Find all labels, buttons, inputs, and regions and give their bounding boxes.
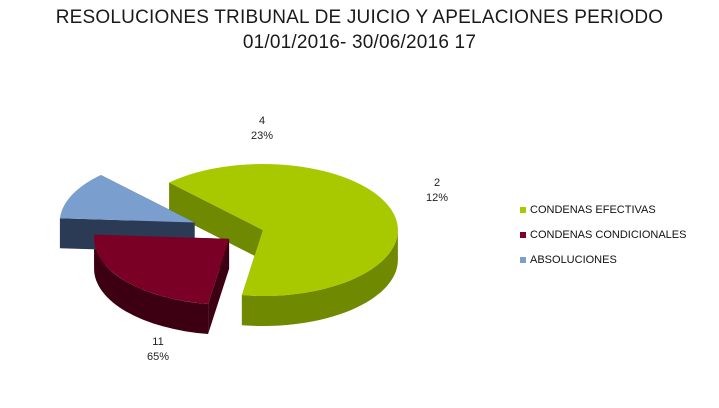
data-label-percent-1: 23% (251, 130, 273, 142)
data-label-value-0: 11 (152, 336, 163, 348)
slice-1 (94, 234, 230, 305)
pie-tops (59, 164, 398, 305)
legend-swatch-1 (520, 232, 526, 238)
data-label-percent-2: 12% (426, 192, 448, 204)
chart-title-line-2: 01/01/2016- 30/06/2016 17 (242, 32, 477, 53)
legend-label-2: ABSOLUCIONES (530, 254, 617, 266)
slice-0 (169, 164, 398, 297)
data-label-percent-0: 65% (147, 351, 169, 363)
data-label-value-1: 4 (259, 115, 265, 127)
data-label-value-2: 2 (434, 177, 440, 189)
slice-cut-0-0 (169, 182, 263, 261)
legend: CONDENAS EFECTIVAS CONDENAS CONDICIONALES… (520, 204, 686, 266)
legend-swatch-0 (520, 207, 526, 213)
legend-swatch-2 (520, 257, 526, 263)
legend-label-1: CONDENAS CONDICIONALES (530, 229, 686, 241)
slice-side-1 (94, 238, 209, 335)
legend-label-0: CONDENAS EFECTIVAS (530, 204, 656, 216)
chart-title-line-1: RESOLUCIONES TRIBUNAL DE JUICIO Y APELAC… (55, 7, 664, 28)
slice-side-0 (241, 230, 398, 327)
slice-2 (59, 174, 195, 223)
